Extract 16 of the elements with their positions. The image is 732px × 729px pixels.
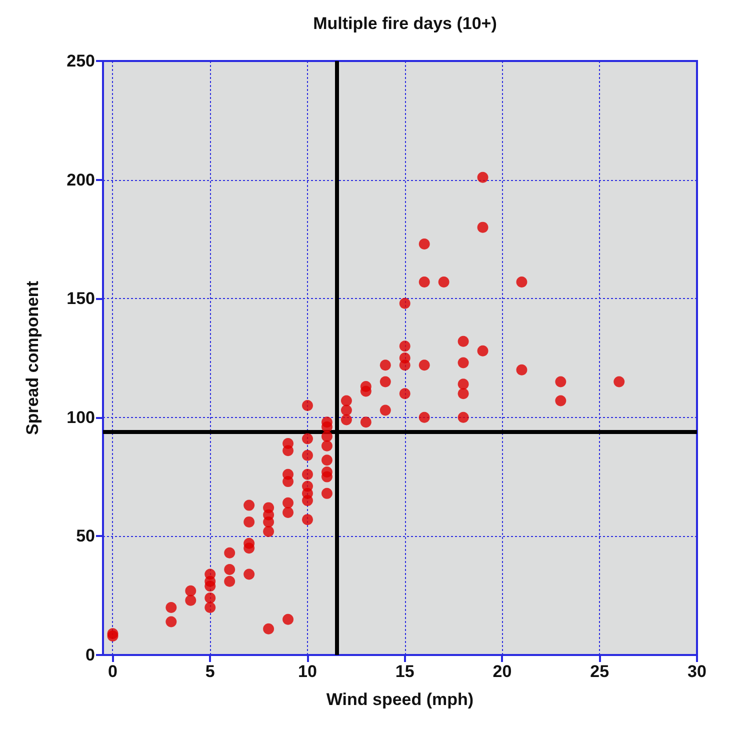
x-axis-title: Wind speed (mph): [326, 690, 474, 709]
x-tick-label: 0: [108, 662, 118, 681]
chart-title: Multiple fire days (10+): [313, 14, 497, 33]
x-tick-label: 20: [492, 662, 512, 681]
y-axis-title: Spread component: [23, 280, 42, 435]
x-tick-label: 30: [688, 662, 706, 681]
y-tick-label: 250: [66, 52, 95, 70]
x-tick-label: 15: [395, 662, 414, 681]
y-tick-label: 200: [66, 170, 95, 190]
x-tick-label: 5: [205, 662, 215, 681]
y-tick-label: 0: [86, 646, 95, 664]
y-tick-label: 50: [76, 526, 95, 546]
x-tick-label: 25: [590, 662, 610, 681]
y-tick-label: 150: [66, 289, 95, 308]
x-tick-label: 10: [298, 662, 317, 681]
y-tick-label: 100: [66, 408, 95, 427]
